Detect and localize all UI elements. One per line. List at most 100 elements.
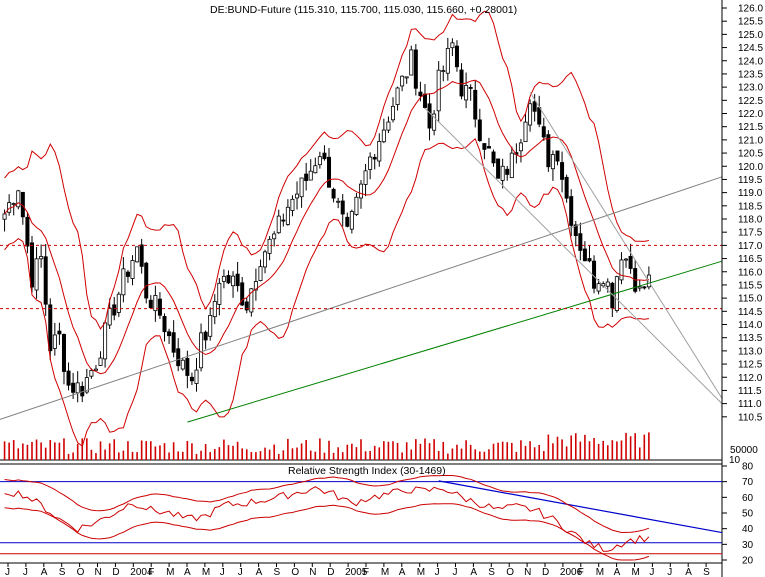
candle-body <box>537 107 542 125</box>
candle <box>345 212 350 228</box>
candle-body <box>180 359 185 370</box>
candle-body <box>427 103 432 129</box>
rsi-tick-label: 50 <box>742 509 754 520</box>
candle <box>57 322 62 345</box>
price-tick-label: 114.0 <box>738 320 763 331</box>
candle-body <box>276 215 281 234</box>
price-tick-label: 116.0 <box>738 267 763 278</box>
candle-body <box>372 156 377 160</box>
candle <box>464 72 469 109</box>
candle <box>217 278 222 316</box>
candle <box>441 65 446 82</box>
time-tick-label: J <box>23 567 28 577</box>
time-tick-label: M <box>166 567 174 577</box>
candle-body <box>496 158 501 179</box>
candle-body <box>336 200 341 203</box>
candle-body <box>98 357 103 366</box>
candle <box>400 75 405 92</box>
candle-body <box>349 211 354 230</box>
time-tick-label: M <box>632 567 640 577</box>
candle <box>496 158 501 179</box>
candle-body <box>84 377 89 393</box>
candle-body <box>491 151 496 164</box>
candle <box>327 147 332 188</box>
candle-body <box>441 70 446 72</box>
candle <box>290 195 295 217</box>
candle-body <box>125 271 130 277</box>
candle <box>619 252 624 285</box>
rsi-tick-label: 70 <box>742 477 754 488</box>
candle <box>226 270 231 285</box>
candle-body <box>295 193 300 199</box>
candle-body <box>619 259 624 281</box>
time-tick-label: J <box>220 567 225 577</box>
rsi-line <box>4 486 650 552</box>
candle-body <box>327 156 332 188</box>
trend-line <box>0 176 723 420</box>
candle <box>167 328 172 344</box>
candle <box>263 249 268 274</box>
candle <box>171 320 176 358</box>
candle-body <box>285 206 290 225</box>
candle <box>162 313 167 342</box>
candle-body <box>482 143 487 150</box>
volume-tick-label: 50000 <box>730 445 758 456</box>
candle-body <box>75 382 80 394</box>
price-tick-label: 121.5 <box>738 122 763 133</box>
candle <box>500 158 505 189</box>
candle <box>363 164 368 197</box>
candle-body <box>368 156 373 170</box>
candle <box>541 117 546 141</box>
candle <box>486 137 491 149</box>
time-tick-label: S <box>703 567 710 577</box>
candle-body <box>71 382 76 393</box>
price-tick-label: 111.5 <box>738 386 762 397</box>
price-tick-label: 121.0 <box>738 135 763 146</box>
candle <box>125 269 130 283</box>
rsi-tick-label: 60 <box>742 493 754 504</box>
candle-body <box>518 142 523 152</box>
candle-body <box>363 170 368 185</box>
candle-body <box>582 248 587 262</box>
candle-body <box>231 275 236 287</box>
price-panel <box>0 0 722 460</box>
time-tick-label: A <box>614 567 621 577</box>
candle-body <box>185 358 190 376</box>
candle <box>276 209 281 234</box>
candle <box>395 86 400 111</box>
price-tick-label: 112.0 <box>738 373 763 384</box>
candle-body <box>628 255 633 269</box>
candle-body <box>473 89 478 120</box>
bollinger-lower <box>4 137 649 448</box>
candle <box>445 37 450 81</box>
candle <box>194 357 199 392</box>
candle-body <box>107 307 112 326</box>
candle <box>34 246 39 299</box>
candle <box>25 212 30 254</box>
candle-body <box>208 314 213 337</box>
candle <box>267 236 272 261</box>
time-tick-label: A <box>470 567 477 577</box>
candle-body <box>624 258 629 261</box>
candle <box>477 108 482 142</box>
price-tick-label: 119.0 <box>738 188 763 199</box>
candle-body <box>253 281 258 291</box>
candle <box>578 222 583 261</box>
rsi-axis: 80 70 60 50 40 30 20 <box>722 462 754 567</box>
price-tick-label: 120.5 <box>738 149 763 160</box>
candle <box>317 151 322 169</box>
candle <box>614 275 619 313</box>
candle <box>432 110 437 136</box>
time-tick-label: A <box>399 567 406 577</box>
time-tick-label: J <box>453 567 458 577</box>
rsi-tick-label: 40 <box>742 524 754 535</box>
candle-body <box>61 334 66 372</box>
candle <box>473 80 478 128</box>
candle-body <box>413 49 418 89</box>
candle-body <box>564 176 569 199</box>
candle-body <box>226 275 231 284</box>
candle-body <box>116 293 121 313</box>
volume-corner-label: 10 <box>729 455 741 466</box>
time-tick-label: N <box>524 567 531 577</box>
